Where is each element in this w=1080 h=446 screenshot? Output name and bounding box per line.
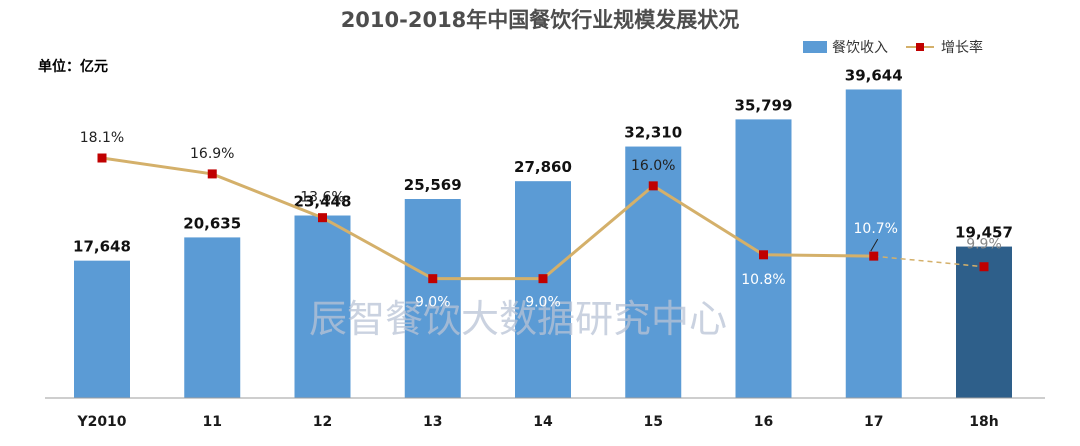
bar-value-label: 25,569 xyxy=(404,176,462,194)
chart-title: 2010-2018年中国餐饮行业规模发展状况 xyxy=(341,8,740,32)
x-tick-label: 14 xyxy=(533,414,553,430)
x-tick-label: 15 xyxy=(644,414,663,430)
bar-value-labels: 17,648 20,635 23,448 25,569 27,860 32,310 35,7… xyxy=(73,66,1013,255)
watermark-text: 辰智餐饮大数据研究中心 xyxy=(309,297,727,341)
bar-11 xyxy=(184,237,241,398)
x-tick-label: 13 xyxy=(423,414,442,430)
growth-rate-markers xyxy=(97,153,989,284)
growth-rate-label: 9.0% xyxy=(415,295,451,311)
unit-label: 单位：亿元 xyxy=(38,58,108,75)
growth-rate-line xyxy=(101,156,985,281)
bar-value-label: 17,648 xyxy=(73,238,131,256)
bar-value-label: 20,635 xyxy=(183,214,241,232)
growth-rate-label: 10.7% xyxy=(854,221,898,237)
x-tick-label: 11 xyxy=(203,414,222,430)
bar-value-label: 23,448 xyxy=(294,193,352,211)
growth-marker-18h xyxy=(979,262,989,272)
bar-13 xyxy=(404,199,461,398)
bar-value-label: 19,457 xyxy=(955,224,1013,242)
growth-rate-labels: 18.1% 16.9% 13.6% 9.0% 9.0% 16.0% 10.8% 10.7% 9.… xyxy=(80,130,1002,311)
bar-value-label: 32,310 xyxy=(624,124,682,142)
x-tick-label: 18h xyxy=(969,414,998,430)
bar-Y2010 xyxy=(74,260,130,398)
growth-rate-label: 18.1% xyxy=(80,130,124,146)
growth-line-solid xyxy=(101,156,874,281)
bar-series xyxy=(74,89,1012,399)
bar-12 xyxy=(294,215,351,398)
legend-growth-label: 增长率 xyxy=(941,39,983,56)
label-leader-line xyxy=(870,238,879,252)
x-tick-label: 12 xyxy=(313,414,332,430)
growth-rate-label: 9.9% xyxy=(966,237,1002,253)
bar-14 xyxy=(515,181,571,398)
growth-marker-11 xyxy=(207,169,217,179)
legend: 餐饮收入 增长率 xyxy=(803,39,983,56)
growth-marker-12 xyxy=(318,213,327,223)
growth-line-dashed xyxy=(873,255,985,268)
growth-rate-label: 9.0% xyxy=(525,295,561,311)
legend-marker-swatch xyxy=(916,43,924,51)
growth-marker-16 xyxy=(759,250,768,260)
growth-marker-Y2010 xyxy=(97,153,107,163)
growth-marker-14 xyxy=(538,274,548,284)
bar-18h xyxy=(956,246,1012,398)
x-axis-ticks: Y2010 11 12 13 14 15 16 17 18h xyxy=(76,414,998,430)
growth-marker-17 xyxy=(869,251,879,261)
legend-bar-swatch xyxy=(803,41,827,53)
growth-rate-label: 16.0% xyxy=(631,158,675,174)
bar-value-label: 39,644 xyxy=(845,66,903,84)
bar-value-label: 35,799 xyxy=(735,96,793,114)
growth-rate-label: 16.9% xyxy=(190,146,234,162)
growth-rate-label: 10.8% xyxy=(741,272,785,288)
legend-revenue-label: 餐饮收入 xyxy=(832,40,888,56)
growth-marker-13 xyxy=(428,274,438,284)
growth-marker-15 xyxy=(648,181,658,191)
bar-17 xyxy=(845,89,902,399)
x-tick-label: 17 xyxy=(864,414,883,430)
growth-rate-label: 13.6% xyxy=(300,190,344,206)
x-tick-label: Y2010 xyxy=(76,414,126,430)
bar-value-label: 27,860 xyxy=(514,158,572,176)
x-tick-label: 16 xyxy=(754,414,773,430)
